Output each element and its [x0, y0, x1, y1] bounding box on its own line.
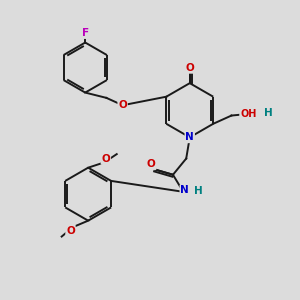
- Text: N: N: [180, 185, 189, 195]
- Text: O: O: [101, 154, 110, 164]
- Text: H: H: [194, 186, 202, 196]
- Text: O: O: [185, 63, 194, 73]
- Text: N: N: [185, 132, 194, 142]
- Text: H: H: [265, 108, 273, 118]
- Text: F: F: [82, 28, 89, 38]
- Text: O: O: [118, 100, 127, 110]
- Text: O: O: [66, 226, 75, 236]
- Text: OH: OH: [240, 109, 256, 119]
- Text: O: O: [147, 159, 156, 169]
